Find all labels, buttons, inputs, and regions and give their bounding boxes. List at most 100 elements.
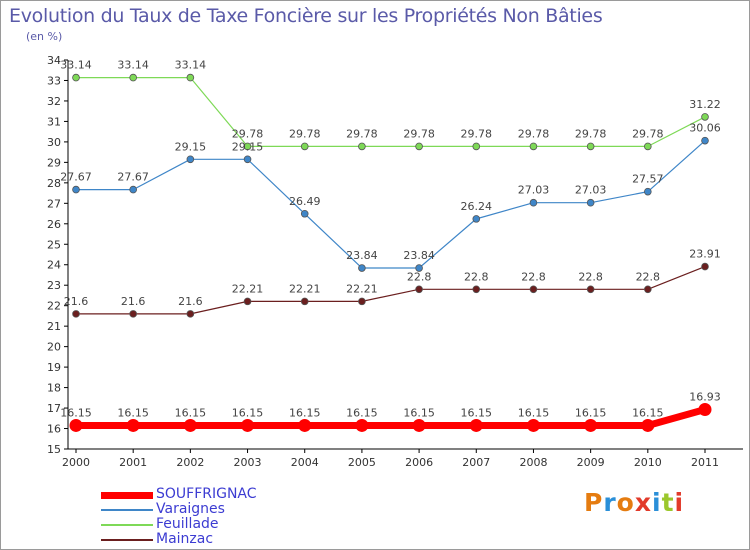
data-point	[701, 136, 709, 145]
y-tick-label: 18	[47, 382, 61, 395]
data-labels: 16.15 16.15 16.15 16.15 16.15 16.15 16.15 16.15…	[60, 59, 721, 420]
y-tick-label: 16	[47, 423, 61, 436]
data-point	[415, 142, 423, 151]
data-point	[72, 185, 80, 194]
series-mainzac	[72, 262, 709, 318]
data-point	[412, 418, 426, 432]
y-tick-label: 24	[47, 259, 61, 272]
y-tick-label: 25	[47, 238, 61, 251]
data-label: 21.6	[178, 295, 203, 308]
data-label: 22.8	[407, 270, 432, 283]
x-tick-label: 2009	[577, 456, 605, 469]
data-label: 16.15	[60, 406, 92, 419]
legend-swatch	[101, 492, 153, 499]
data-point	[586, 198, 595, 207]
data-point	[72, 310, 80, 318]
data-point	[469, 418, 483, 432]
y-tick-label: 27	[47, 197, 61, 210]
data-label: 23.84	[346, 249, 378, 262]
data-label: 16.15	[346, 406, 378, 419]
data-label: 29.78	[575, 127, 607, 140]
data-label: 29.78	[403, 127, 435, 140]
data-label: 16.15	[175, 406, 207, 419]
x-tick-label: 2003	[234, 456, 262, 469]
data-point	[300, 297, 309, 306]
data-label: 29.78	[461, 127, 493, 140]
x-tick-label: 2007	[462, 456, 490, 469]
data-label: 16.15	[232, 406, 264, 419]
data-label: 33.14	[117, 59, 149, 72]
data-label: 29.78	[289, 127, 321, 140]
y-tick-label: 15	[47, 443, 61, 456]
legend-swatch	[101, 539, 153, 541]
data-point	[129, 185, 137, 194]
data-point	[644, 285, 652, 294]
data-label: 29.15	[175, 140, 207, 153]
data-point	[300, 142, 309, 151]
x-tick-label: 2006	[405, 456, 433, 469]
data-label: 16.15	[289, 406, 321, 419]
data-point	[415, 285, 423, 294]
data-point	[644, 187, 652, 196]
data-point	[186, 155, 195, 164]
y-tick-label: 33	[47, 74, 61, 87]
data-point	[586, 285, 595, 294]
data-point	[641, 418, 655, 432]
data-label: 33.14	[175, 59, 207, 72]
data-label: 16.93	[689, 390, 721, 403]
data-point	[186, 310, 195, 318]
y-ticks: 15 16 17 18 19 20 21 22 23 24 25 26 27 28 29 30 31 32 33 34	[47, 54, 68, 456]
data-label: 22.21	[232, 282, 264, 295]
data-point	[358, 264, 366, 272]
data-point	[183, 418, 197, 432]
y-tick-label: 32	[47, 95, 61, 108]
data-label: 27.03	[518, 184, 550, 197]
y-tick-label: 34	[47, 54, 61, 67]
data-point	[186, 73, 195, 82]
series-varaignes	[72, 136, 709, 272]
data-label: 33.14	[60, 59, 92, 72]
data-label: 29.78	[518, 127, 550, 140]
chart-title: Evolution du Taux de Taxe Foncière sur l…	[9, 5, 603, 27]
data-label: 31.22	[689, 98, 721, 111]
y-tick-label: 21	[47, 320, 61, 333]
data-label: 22.8	[636, 270, 661, 283]
data-label: 23.84	[403, 249, 435, 262]
x-tick-label: 2004	[291, 456, 319, 469]
data-label: 22.8	[578, 270, 603, 283]
data-label: 16.15	[632, 406, 664, 419]
x-tick-label: 2001	[119, 456, 147, 469]
data-label: 16.15	[117, 406, 149, 419]
y-tick-label: 17	[47, 402, 61, 415]
x-tick-label: 2002	[176, 456, 204, 469]
data-point	[698, 402, 712, 416]
legend-label: Mainzac	[156, 531, 214, 547]
data-label: 27.57	[632, 173, 664, 186]
data-label: 16.15	[575, 406, 607, 419]
data-point	[300, 209, 309, 218]
data-point	[355, 418, 369, 432]
data-label: 16.15	[461, 406, 493, 419]
data-point	[472, 215, 481, 223]
y-tick-label: 23	[47, 279, 61, 292]
series-line	[75, 140, 706, 269]
x-ticks: 2000 2001 2002 2003 2004 2005 2006 2007 2008 2009…	[62, 449, 719, 469]
data-label: 22.21	[289, 282, 321, 295]
legend-swatch	[101, 524, 153, 526]
data-point	[72, 73, 80, 82]
legend-label: SOUFFRIGNAC	[156, 486, 257, 502]
data-point	[129, 73, 137, 82]
x-tick-label: 2005	[348, 456, 376, 469]
data-point	[701, 262, 709, 271]
data-label: 29.78	[232, 127, 264, 140]
data-label: 16.15	[518, 406, 550, 419]
data-point	[529, 142, 538, 151]
data-label: 22.8	[521, 270, 546, 283]
legend-label: Varaignes	[156, 501, 225, 517]
data-label: 30.06	[689, 122, 721, 135]
y-tick-label: 28	[47, 177, 61, 190]
data-label: 27.67	[60, 171, 92, 184]
series-souffrignac	[69, 402, 712, 432]
data-point	[243, 155, 252, 164]
